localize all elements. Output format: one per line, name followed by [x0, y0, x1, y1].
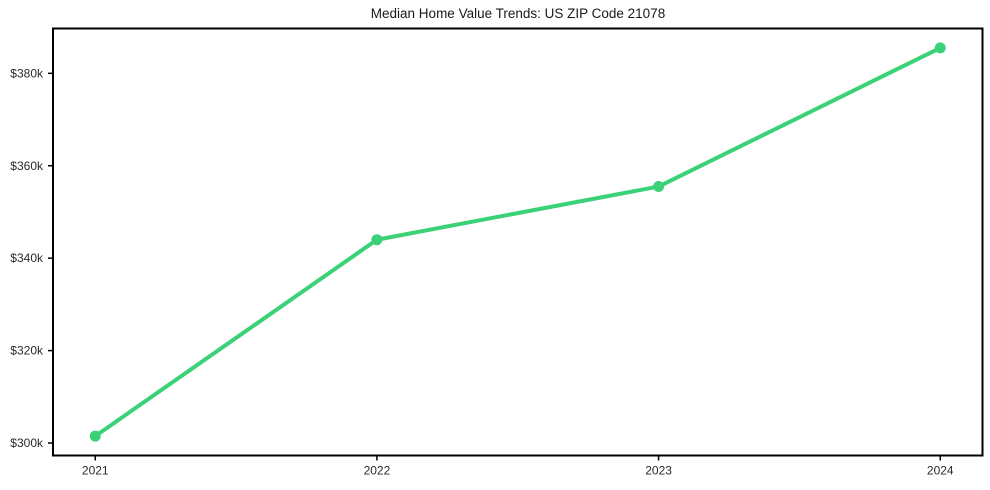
y-tick-label: $380k [10, 66, 44, 80]
x-tick-label: 2022 [364, 464, 391, 478]
y-tick-label: $300k [10, 436, 44, 450]
x-tick-label: 2024 [927, 464, 954, 478]
data-point [89, 430, 101, 442]
trend-line [93, 45, 943, 439]
chart-title: Median Home Value Trends: US ZIP Code 21… [370, 6, 666, 21]
y-tick-label: $320k [10, 344, 44, 358]
data-point [371, 234, 383, 246]
y-tick-label: $340k [10, 251, 44, 265]
x-tick-label: 2021 [82, 464, 109, 478]
data-point [653, 181, 665, 193]
x-tick-label: 2023 [645, 464, 672, 478]
data-point [934, 42, 946, 54]
y-tick-label: $360k [10, 159, 44, 173]
plot-border [52, 27, 984, 457]
